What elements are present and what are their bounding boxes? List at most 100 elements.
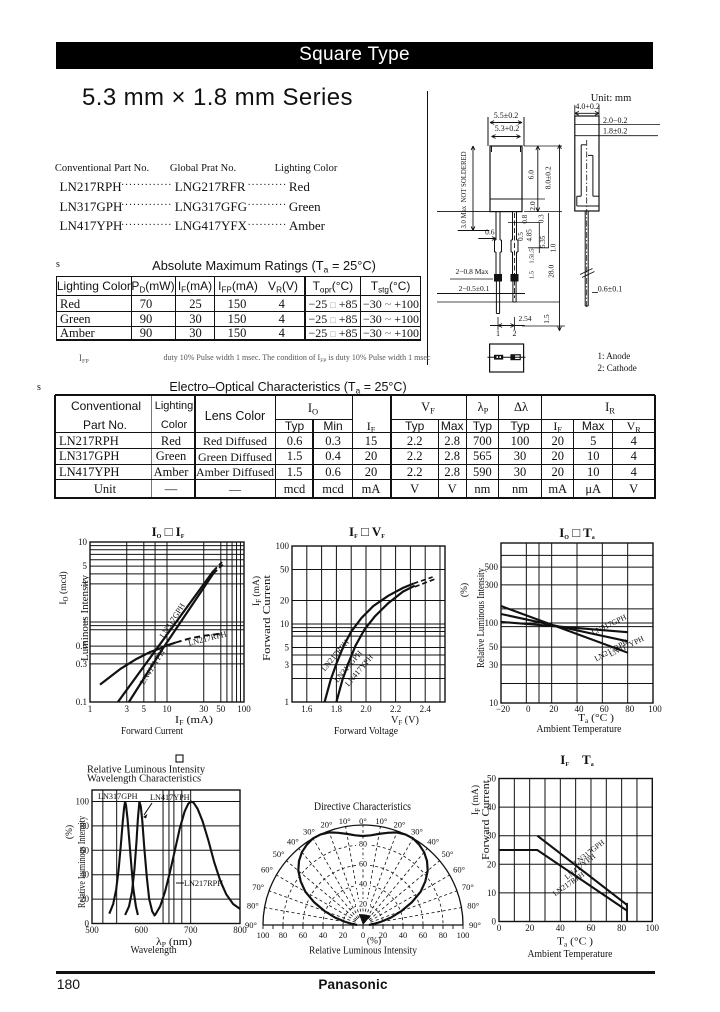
svg-text:80: 80: [617, 923, 627, 933]
svg-text:Ta (°C ): Ta (°C ): [557, 936, 593, 949]
svg-text:30: 30: [489, 660, 499, 670]
svg-text:30: 30: [199, 704, 209, 714]
svg-text:50: 50: [487, 774, 497, 784]
svg-text:60°: 60°: [261, 865, 273, 875]
svg-text:10°: 10°: [339, 816, 351, 826]
svg-text:60: 60: [80, 845, 90, 855]
svg-text:LN417YPH: LN417YPH: [150, 793, 190, 802]
svg-text:800: 800: [233, 925, 247, 935]
svg-text:2.2: 2.2: [390, 704, 401, 714]
svg-text:20: 20: [549, 704, 559, 714]
svg-text:30: 30: [487, 831, 497, 841]
svg-text:Wavelength: Wavelength: [131, 945, 178, 956]
svg-text:60: 60: [600, 704, 610, 714]
svg-text:Wavelength Characteristics: Wavelength Characteristics: [87, 773, 201, 785]
svg-text:40°: 40°: [427, 836, 439, 846]
svg-text:0.5: 0.5: [517, 232, 525, 241]
svg-text:LN217RPH: LN217RPH: [187, 629, 227, 647]
svg-text:3: 3: [124, 704, 129, 714]
svg-text:Relative Luminous Intensity: Relative Luminous Intensity: [476, 568, 487, 668]
svg-text:2.54: 2.54: [518, 314, 531, 323]
svg-text:80: 80: [439, 930, 448, 940]
svg-text:4.0+0.2: 4.0+0.2: [575, 102, 600, 111]
svg-text:20°: 20°: [394, 820, 406, 830]
svg-text:500: 500: [85, 925, 99, 935]
svg-text:5.3+0.2: 5.3+0.2: [495, 124, 520, 133]
svg-text:1: 1: [83, 617, 88, 627]
svg-text:2.0: 2.0: [528, 201, 537, 211]
svg-text:500: 500: [485, 562, 499, 572]
svg-text:0.1: 0.1: [76, 697, 87, 707]
svg-text:LN317GPH: LN317GPH: [590, 612, 628, 637]
svg-text:0: 0: [361, 930, 365, 940]
svg-text:60: 60: [359, 860, 367, 869]
svg-text:6.0: 6.0: [527, 170, 536, 180]
svg-text:30°: 30°: [411, 827, 423, 837]
svg-text:1.5: 1.5: [528, 271, 535, 279]
svg-text:50: 50: [280, 565, 290, 575]
svg-text:Relative Luminous Intensity: Relative Luminous Intensity: [87, 764, 205, 776]
svg-text:2−0.8 Max: 2−0.8 Max: [456, 267, 489, 276]
svg-text:(%): (%): [367, 936, 381, 947]
svg-text:1.8: 1.8: [331, 704, 343, 714]
svg-text:30°: 30°: [303, 827, 315, 837]
svg-text:70°: 70°: [462, 882, 474, 892]
svg-text:1.8±0.2: 1.8±0.2: [603, 127, 627, 136]
svg-text:1.5: 1.5: [529, 255, 536, 263]
svg-text:10: 10: [487, 888, 497, 898]
svg-text:100: 100: [257, 930, 270, 940]
svg-text:0.3: 0.3: [537, 214, 545, 223]
svg-text:IF (mA): IF (mA): [251, 576, 263, 606]
svg-text:100: 100: [648, 704, 662, 714]
svg-text:IF Ta: IF Ta: [560, 752, 593, 768]
svg-text:5: 5: [83, 561, 88, 571]
svg-text:Ambient Temperature: Ambient Temperature: [537, 724, 622, 735]
svg-text:0.6±0.1: 0.6±0.1: [598, 285, 622, 294]
svg-text:Unit: mm: Unit: mm: [591, 93, 632, 104]
svg-text:LN317GPH: LN317GPH: [98, 792, 138, 801]
svg-text:(%): (%): [459, 583, 470, 597]
svg-text:20: 20: [487, 859, 497, 869]
svg-text:2−0.5±0.1: 2−0.5±0.1: [459, 284, 490, 293]
svg-text:0: 0: [85, 919, 90, 929]
svg-text:0: 0: [492, 917, 497, 927]
svg-text:10°: 10°: [375, 816, 387, 826]
svg-text:0°: 0°: [359, 816, 367, 826]
svg-text:90°: 90°: [469, 920, 481, 930]
svg-text:IF □ VF: IF □ VF: [349, 524, 385, 540]
svg-text:0.3: 0.3: [76, 659, 88, 669]
svg-text:40: 40: [399, 930, 408, 940]
svg-text:5: 5: [142, 704, 147, 714]
svg-text:LN217RPH: LN217RPH: [184, 879, 223, 888]
svg-text:0.8: 0.8: [521, 214, 529, 223]
svg-text:50: 50: [216, 704, 226, 714]
svg-text:1: 1: [285, 697, 290, 707]
svg-text:5: 5: [285, 643, 290, 653]
svg-text:2.0−0.2: 2.0−0.2: [603, 116, 628, 125]
svg-text:600: 600: [135, 925, 149, 935]
svg-text:80: 80: [359, 840, 367, 849]
svg-text:1.0: 1.0: [549, 243, 557, 252]
svg-text:90°: 90°: [245, 920, 257, 930]
svg-text:Forward Voltage: Forward Voltage: [334, 726, 398, 737]
svg-text:80°: 80°: [247, 901, 259, 911]
svg-text:Luminous Intensity: Luminous Intensity: [80, 575, 91, 661]
svg-text:2.0: 2.0: [360, 704, 372, 714]
svg-text:IF (mA): IF (mA): [175, 714, 213, 727]
svg-text:60: 60: [587, 923, 597, 933]
svg-text:20: 20: [379, 930, 388, 940]
svg-text:100: 100: [276, 541, 290, 551]
svg-text:100: 100: [457, 930, 470, 940]
svg-text:80: 80: [279, 930, 288, 940]
svg-text:Forward Current: Forward Current: [121, 726, 183, 737]
svg-text:40: 40: [487, 802, 497, 812]
svg-text:1.5: 1.5: [542, 314, 551, 324]
svg-text:8.0±0.2: 8.0±0.2: [544, 166, 553, 189]
svg-text:80: 80: [625, 704, 635, 714]
svg-text:Relative Luminous Intensity: Relative Luminous Intensity: [309, 946, 418, 957]
svg-text:3: 3: [285, 660, 290, 670]
svg-text:40: 40: [319, 930, 328, 940]
svg-text:0.5: 0.5: [76, 641, 88, 651]
svg-text:100: 100: [646, 923, 660, 933]
svg-text:80: 80: [80, 821, 90, 831]
